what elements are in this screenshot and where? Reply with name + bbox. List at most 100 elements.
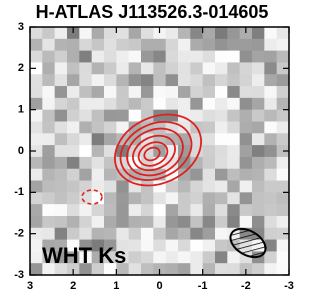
pixel [264,263,278,275]
pixel [91,156,105,170]
pixel [276,109,289,122]
pixel [239,109,253,122]
pixel [178,62,191,75]
pixel [91,133,105,146]
pixel [42,227,56,241]
pixel [215,145,228,158]
pixel [178,97,191,111]
pixel [30,263,43,275]
pixel [42,133,56,146]
pixel [227,97,241,111]
pixel [104,86,117,99]
pixel [190,215,204,229]
y-tick-label: 1 [18,104,24,116]
x-tick-label: 2 [70,280,76,292]
pixel [116,27,130,40]
pixel [67,133,80,146]
pixel [104,215,117,229]
pixel [165,215,179,229]
pixel [239,86,253,99]
pixel [153,86,167,99]
pixel [30,27,43,40]
contours [81,113,203,205]
pixel [215,239,228,252]
pixel [165,50,179,63]
pixel [202,62,216,75]
pixel [54,145,68,158]
pixel [252,74,265,87]
pixel [30,97,43,111]
pixel [30,145,43,158]
pixel [153,74,167,87]
pixel [165,156,179,170]
pixel [42,97,56,111]
pixel [153,204,167,217]
pixel [215,38,228,52]
pixel [91,50,105,63]
pixel [227,38,241,52]
pixel [227,121,241,134]
pixel [227,145,241,158]
pixel [202,227,216,241]
pixel [202,109,216,122]
pixel [227,109,241,122]
pixel [153,121,167,134]
pixel [276,263,289,275]
pixel [239,145,253,158]
pixel [91,227,105,241]
pixel [104,38,117,52]
pixel [116,109,130,122]
pixel [215,133,228,146]
pixel [67,38,80,52]
pixel [252,204,265,217]
pixel [91,97,105,111]
pixel [128,62,142,75]
pixel [239,215,253,229]
pixel [30,86,43,99]
contour [143,146,161,162]
pixel [104,251,117,264]
pixel [54,121,68,134]
pixel [128,109,142,122]
pixel [190,251,204,264]
pixel [54,27,68,40]
pixel [42,180,56,193]
pixel [67,192,80,205]
pixel [165,239,179,252]
pixel [141,38,154,52]
image-pixels [30,27,289,275]
pixel [202,74,216,87]
pixel [30,121,43,134]
pixel [116,156,130,170]
pixel [165,38,179,52]
pixel [190,62,204,75]
pixel [116,180,130,193]
pixel [227,215,241,229]
pixel [104,27,117,40]
pixel [54,62,68,75]
pixel [190,86,204,99]
chart-title: H-ATLAS J113526.3-014605 [36,2,269,22]
pixel [239,180,253,193]
pixel [276,145,289,158]
pixel [42,156,56,170]
pixel [104,133,117,146]
pixel [67,180,80,193]
pixel [264,180,278,193]
pixel [264,121,278,134]
pixel [276,168,289,182]
beam [229,227,267,259]
pixel [141,109,154,122]
pixel [67,227,80,241]
pixel [227,263,241,275]
pixel [276,156,289,170]
pixel [30,239,43,252]
pixel [202,251,216,264]
pixel [227,168,241,182]
pixel [264,38,278,52]
pixel [178,86,191,99]
pixel [91,27,105,40]
pixel [153,27,167,40]
pixel [42,263,56,275]
pixel [215,50,228,63]
